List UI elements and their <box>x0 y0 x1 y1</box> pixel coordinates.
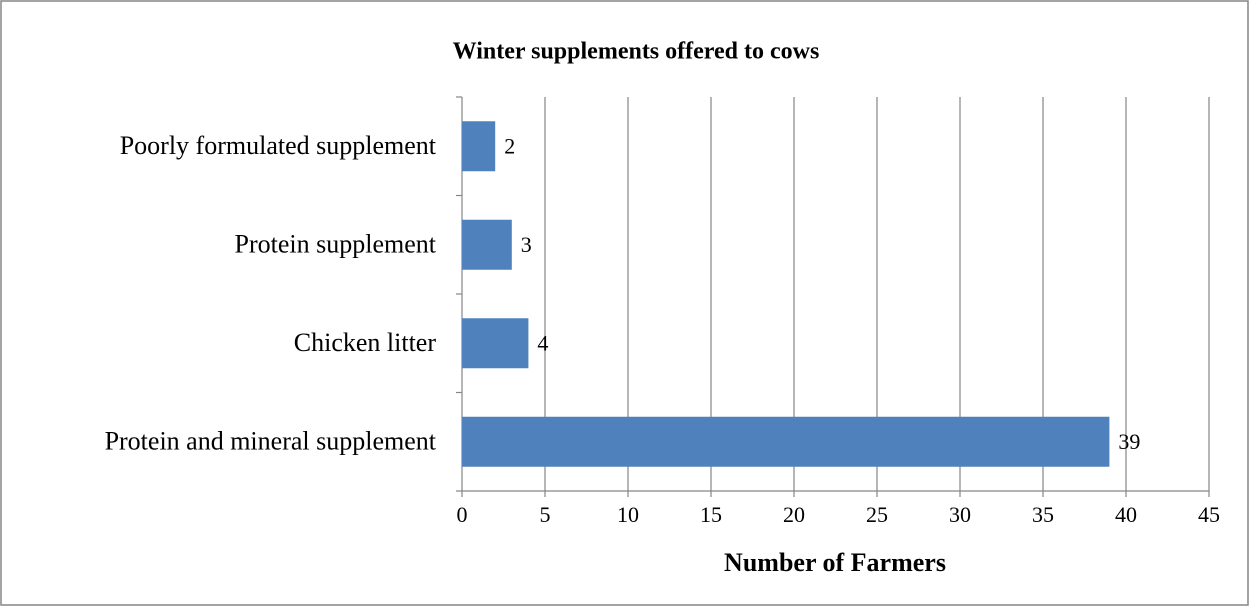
y-tick-label: Protein and mineral supplement <box>105 427 437 456</box>
bar <box>462 416 1110 467</box>
x-tick-label: 20 <box>783 502 805 527</box>
bar <box>462 121 496 172</box>
data-label: 39 <box>1118 429 1140 454</box>
x-axis-label: Number of Farmers <box>724 548 946 577</box>
y-tick-label: Poorly formulated supplement <box>120 131 437 160</box>
x-tick-label: 5 <box>540 502 551 527</box>
x-tick-label: 30 <box>949 502 971 527</box>
x-tick-label: 45 <box>1198 502 1220 527</box>
y-tick-label: Protein supplement <box>235 230 437 259</box>
x-tick-label: 35 <box>1032 502 1054 527</box>
data-label: 2 <box>504 133 515 158</box>
x-tick-label: 10 <box>617 502 639 527</box>
x-tick-label: 25 <box>866 502 888 527</box>
bar <box>462 318 529 369</box>
chart-title: Winter supplements offered to cows <box>453 39 820 65</box>
x-tick-label: 15 <box>700 502 722 527</box>
y-tick-label: Chicken litter <box>294 328 437 357</box>
data-label: 4 <box>537 330 548 355</box>
x-tick-label: 40 <box>1115 502 1137 527</box>
data-label: 3 <box>521 232 532 257</box>
x-tick-label: 0 <box>457 502 468 527</box>
bar <box>462 219 512 270</box>
